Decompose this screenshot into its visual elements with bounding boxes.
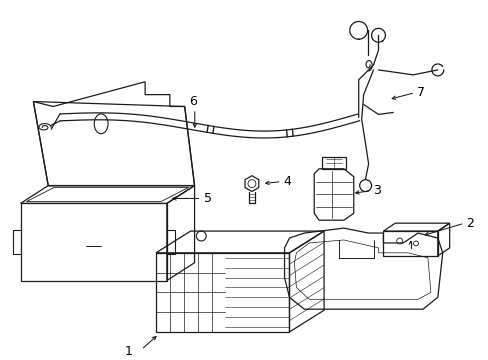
Text: 3: 3 [373, 184, 381, 197]
Text: 2: 2 [466, 217, 473, 230]
Text: 7: 7 [416, 86, 424, 99]
Text: 4: 4 [283, 175, 291, 188]
Text: 6: 6 [188, 95, 196, 108]
Text: 1: 1 [124, 345, 132, 358]
Text: 5: 5 [204, 192, 212, 205]
